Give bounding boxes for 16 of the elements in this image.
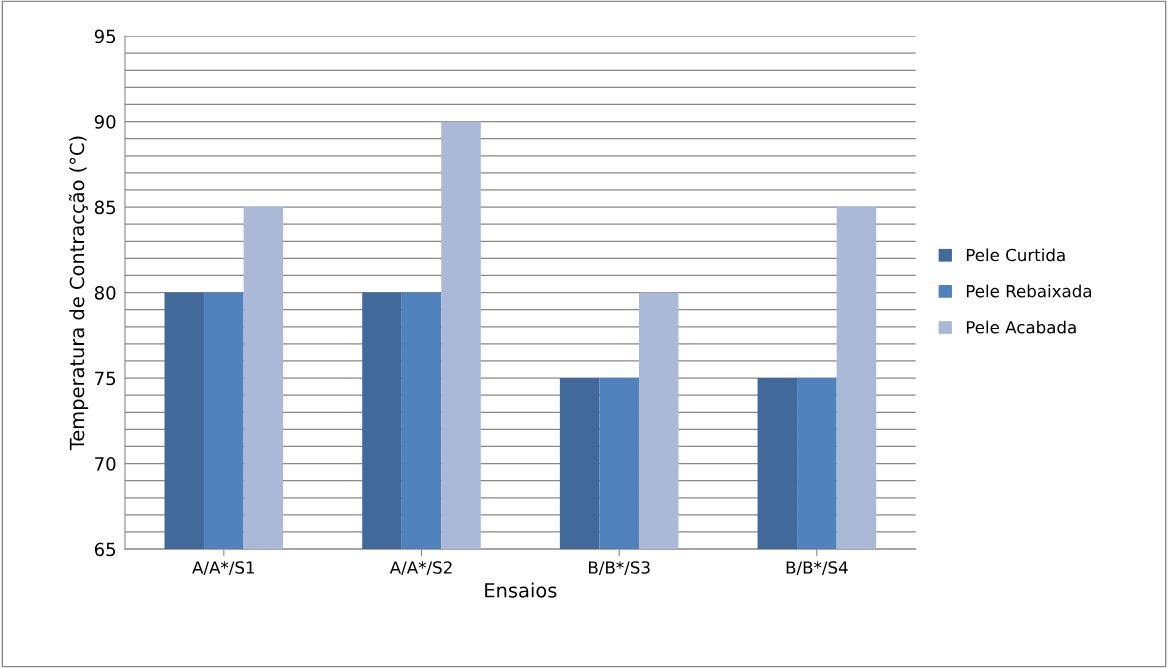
x-tick-label: B/B*/S4 (786, 561, 848, 576)
x-tick-label: A/A*/S1 (192, 561, 255, 576)
x-tick-label: B/B*/S3 (589, 561, 650, 576)
x-axis-title: Ensaios (485, 582, 557, 598)
y-tick-label: 90 (94, 115, 116, 129)
x-tick-label: A/A*/S2 (389, 561, 452, 576)
y-tick-label: 80 (94, 286, 116, 300)
y-tick-label: 85 (94, 200, 116, 215)
legend-label: Pele Rebaixada (966, 284, 1092, 298)
legend-label: Pele Acabada (966, 320, 1076, 334)
y-tick-label: 65 (94, 542, 116, 557)
y-tick-label: 95 (94, 29, 116, 44)
y-tick-label: 75 (95, 371, 116, 386)
y-tick-label: 70 (95, 457, 116, 471)
legend-label: Pele Curtida (966, 248, 1065, 262)
y-axis-title: Temperatura de Contracção (°C) (68, 136, 89, 451)
